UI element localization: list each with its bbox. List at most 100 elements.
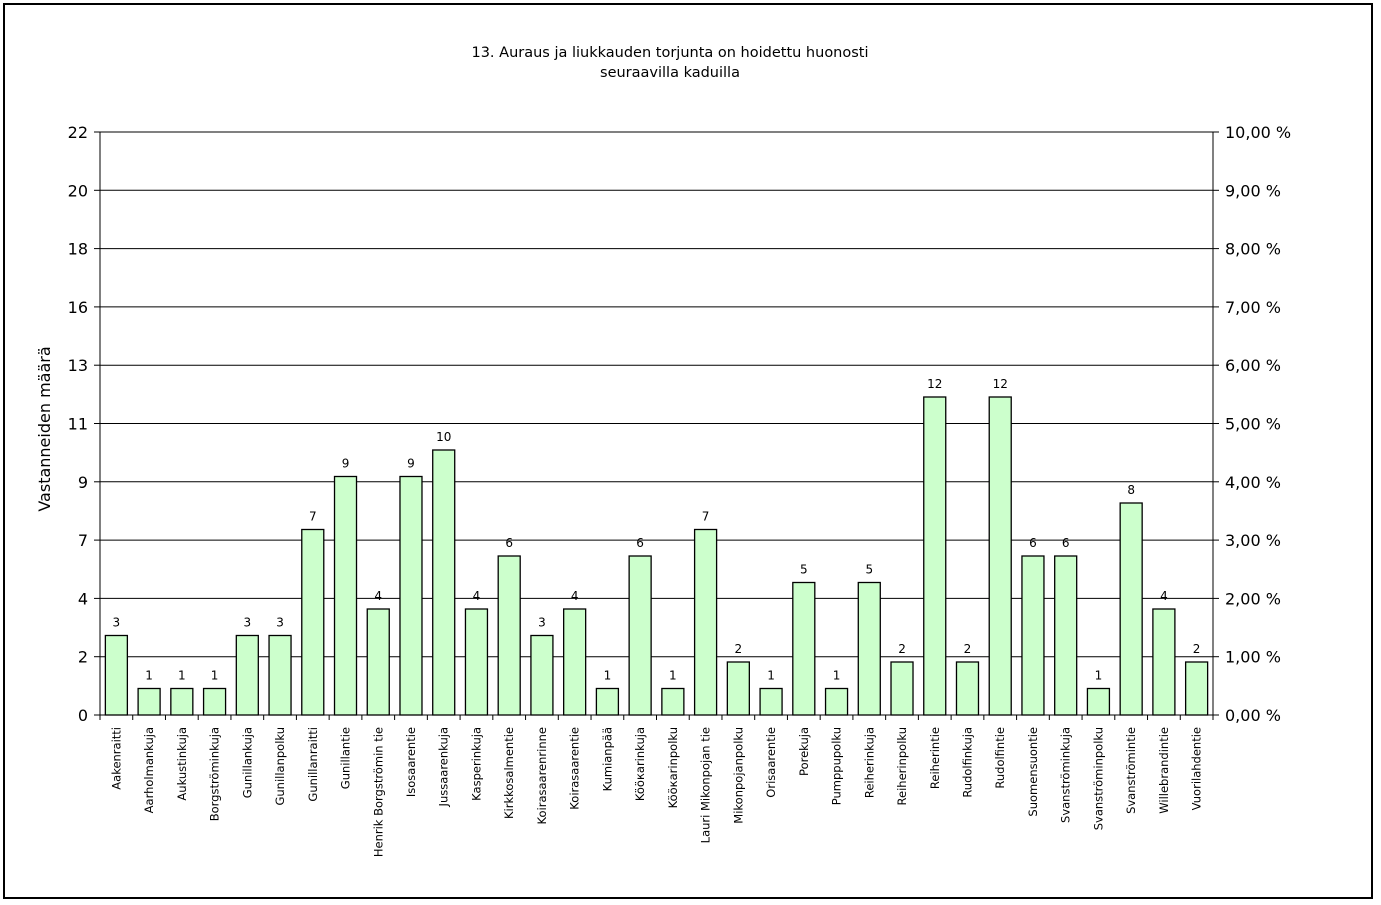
bar-svanströmintie	[1119, 502, 1143, 716]
bar-aarholmankuja	[137, 687, 161, 716]
x-tick-label: Rudolfintie	[993, 727, 1007, 789]
bar-borgströminkuja	[202, 687, 227, 716]
y2-tick-label: 4,00 %	[1225, 473, 1281, 492]
bar-reiherinpolku	[890, 661, 914, 716]
y-tick-label: 16	[68, 298, 88, 317]
y-tick-label: 18	[68, 240, 88, 259]
bar-pumppupolku	[824, 687, 849, 716]
bar-willebrandintie	[1152, 608, 1176, 716]
bar-mikonpojanpolku	[726, 661, 750, 716]
data-label: 1	[604, 669, 612, 683]
bar-chart: 13. Auraus ja liukkauden torjunta on hoi…	[35, 45, 1291, 857]
x-tick-label: Svanströmintie	[1124, 727, 1138, 814]
x-tick-label: Svanströminpolku	[1091, 727, 1105, 830]
x-tick-label: Lauri Mikonpojan tie	[699, 727, 713, 843]
data-label: 10	[436, 430, 451, 444]
data-label: 2	[898, 642, 906, 656]
x-tick-label: Gunillanpolku	[273, 727, 287, 806]
x-tick-label: Reiherintie	[928, 727, 942, 789]
bar-aukustinkuja	[170, 687, 194, 716]
x-tick-label: Mikonpojanpolku	[731, 727, 745, 824]
data-label: 9	[407, 457, 415, 471]
data-label: 8	[1127, 483, 1135, 497]
y2-tick-label: 6,00 %	[1225, 356, 1281, 375]
data-label: 1	[178, 669, 186, 683]
x-tick-label: Aarholmankuja	[142, 727, 156, 813]
bar-gunillanraitti	[301, 528, 325, 716]
x-tick-label: Koirasaarenrinne	[535, 727, 549, 824]
bar-kööкarinpolku	[661, 687, 685, 716]
y2-tick-label: 1,00 %	[1225, 648, 1281, 667]
data-label: 6	[1062, 536, 1070, 550]
x-tick-label: Svanströminkuja	[1059, 727, 1073, 823]
bar-reiherinkuja	[857, 581, 881, 716]
y-axis-label: Vastanneiden määrä	[35, 346, 54, 511]
y-tick-label: 22	[68, 123, 88, 142]
x-tick-label: Gunillantie	[339, 727, 353, 789]
data-label: 3	[113, 616, 121, 630]
bar-gunillankuja	[235, 634, 259, 716]
y2-tick-label: 9,00 %	[1225, 181, 1281, 200]
data-label: 12	[927, 377, 942, 391]
bar-orisaarentie	[759, 687, 783, 716]
chart-frame: 13. Auraus ja liukkauden torjunta on hoi…	[3, 3, 1373, 899]
gridlines	[100, 131, 1213, 658]
x-tick-label: Vuorilahdentie	[1190, 727, 1204, 810]
y-tick-label: 7	[78, 531, 88, 550]
bar-koirasaarenrinne	[530, 634, 554, 716]
data-label: 3	[276, 616, 284, 630]
x-tick-label: Kööкarinkuja	[633, 727, 647, 801]
data-label: 5	[800, 563, 808, 577]
y-tick-label: 13	[68, 356, 88, 375]
y-tick-label: 2	[78, 648, 88, 667]
data-label: 1	[833, 669, 841, 683]
data-label: 5	[865, 563, 873, 577]
y-tick-label: 4	[78, 589, 88, 608]
bar-isosaarentie	[399, 475, 423, 716]
y2-tick-label: 2,00 %	[1225, 589, 1281, 608]
data-label: 6	[505, 536, 513, 550]
y2-tick-label: 0,00 %	[1225, 706, 1281, 725]
data-label: 9	[342, 457, 350, 471]
x-tick-label: Kööкarinpolku	[666, 727, 680, 808]
data-label: 7	[702, 510, 710, 524]
x-tick-label: Jussaarenkuja	[437, 727, 451, 807]
bar-porekuja	[792, 581, 816, 716]
x-tick-label: Kasperinkuja	[469, 727, 483, 801]
chart-title-line-2: seuraavilla kaduilla	[600, 65, 740, 81]
bar-svanströminpolku	[1086, 687, 1111, 716]
x-tick-label: Kirkkosalmentie	[502, 727, 516, 819]
y2-tick-label: 5,00 %	[1225, 415, 1281, 434]
x-tick-label: Henrik Borgströmin tie	[371, 727, 385, 857]
y2-tick-label: 10,00 %	[1225, 123, 1291, 142]
bar-henrik-borgströmin-tie	[366, 608, 390, 716]
bar-vuorilahdentie	[1184, 661, 1209, 716]
data-label: 2	[735, 642, 743, 656]
x-tick-label: Koirasaarentie	[568, 727, 582, 810]
bar-jussaarenkuja	[432, 449, 456, 716]
axes: 0 0,00 % 2 1,00 % 4 2,00 % 7 3,00 % 9 4,00 % 1 1 5,0…	[68, 123, 1291, 857]
x-tick-label: Gunillankuja	[240, 727, 254, 798]
data-label: 1	[211, 669, 219, 683]
data-label: 4	[571, 589, 579, 603]
x-tick-label: Aukustinkuja	[175, 727, 189, 801]
x-tick-label: Aakenraitti	[109, 727, 123, 790]
y2-tick-label: 8,00 %	[1225, 240, 1281, 259]
bar-svanströminkuja	[1054, 555, 1078, 716]
x-tick-label: Borgströminkuja	[208, 727, 222, 821]
y-tick-label: 0	[78, 706, 88, 725]
data-label: 4	[374, 589, 382, 603]
bar-kumianpää	[595, 687, 620, 716]
bar-kasperinkuja	[464, 608, 489, 716]
x-tick-label: Pumppupolku	[830, 727, 844, 805]
y2-tick-label: 3,00 %	[1225, 531, 1281, 550]
data-label: 6	[1029, 536, 1037, 550]
data-label: 1	[669, 669, 677, 683]
x-tick-label: Reiherinkuja	[862, 727, 876, 798]
bar-rudolfintie	[988, 396, 1012, 716]
data-label: 12	[993, 377, 1008, 391]
data-label: 1	[145, 669, 153, 683]
data-label: 1	[1095, 669, 1103, 683]
bars: 3 1 1 1 3 3 7 9 4 9 10 4 6 3 4 1 6 1 7 2 1 5 1 5 2 12 2 12 6 6 1 8 4 2	[104, 377, 1209, 716]
data-label: 4	[1160, 589, 1168, 603]
